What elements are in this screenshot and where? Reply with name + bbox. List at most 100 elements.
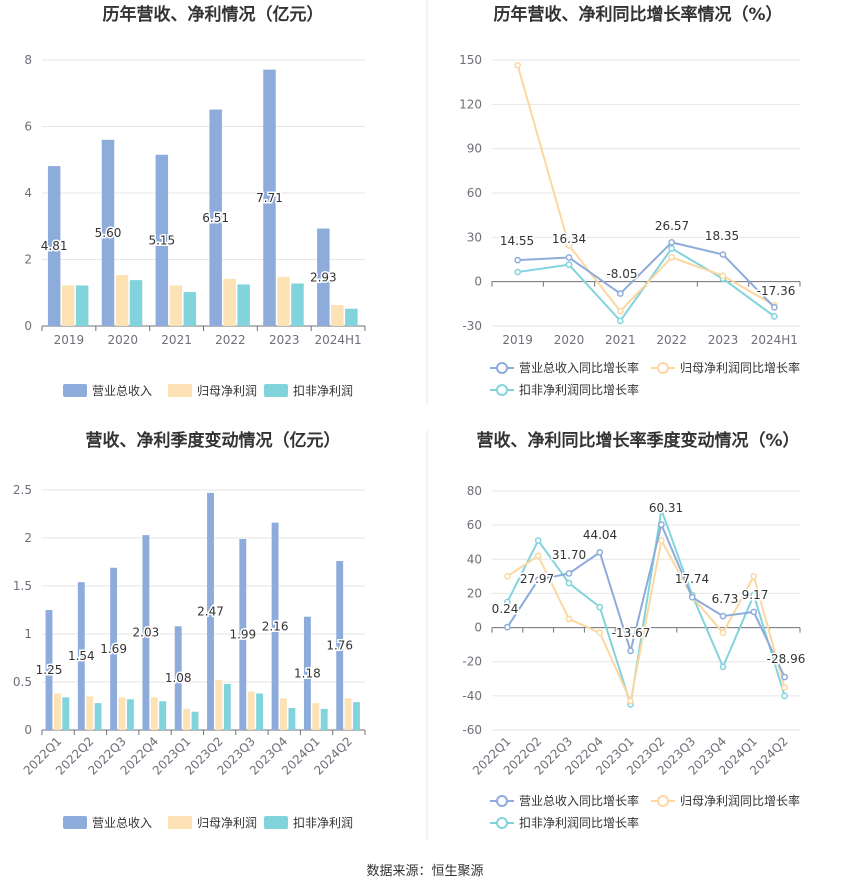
legend-label: 扣非净利润 <box>293 816 353 830</box>
y-tick-label: -20 <box>462 655 482 669</box>
legend-label: 营业总收入同比增长率 <box>519 793 639 808</box>
y-tick-label: 80 <box>467 484 482 498</box>
bar-revenue <box>47 166 61 326</box>
legend-item: 扣非净利润 <box>264 816 353 830</box>
x-tick-label: 2019 <box>54 333 85 347</box>
bar-data-label: 1.18 <box>294 666 321 680</box>
x-tick-label: 2021 <box>605 333 636 347</box>
chart-title: 历年营收、净利情况（亿元） <box>103 4 324 25</box>
line-point <box>616 290 624 297</box>
bar-revenue <box>45 610 53 730</box>
line-point <box>750 608 758 616</box>
legend-label: 扣非净利润同比增长率 <box>519 815 639 830</box>
bar-net-profit <box>215 680 223 730</box>
bar-net-profit <box>183 708 191 730</box>
line-point <box>781 673 788 681</box>
bar-revenue <box>101 139 115 326</box>
x-tick-label: 2022 <box>215 333 246 347</box>
legend-label: 归母净利润 <box>197 816 257 830</box>
x-tick-label: 2024H1 <box>751 333 798 347</box>
bar-revenue <box>303 616 311 730</box>
line-data-label: 9.17 <box>742 588 769 602</box>
x-tick-label: 2021 <box>161 333 192 347</box>
x-tick-label: 2019 <box>502 333 533 347</box>
bar-data-label: 1.08 <box>165 671 192 685</box>
line-point <box>668 253 676 261</box>
y-tick-label: 0.5 <box>13 675 32 689</box>
bar-net-profit <box>115 275 129 326</box>
line-point <box>781 683 788 691</box>
line-point <box>781 692 788 700</box>
bar-revenue <box>142 535 150 730</box>
line-point <box>534 576 542 584</box>
bar-deducted-profit <box>288 707 296 730</box>
line-point <box>534 537 542 544</box>
x-tick-label: 2024H1 <box>314 333 361 347</box>
line-series-1 <box>506 537 786 705</box>
bar-deducted-profit <box>223 683 231 730</box>
legend-label: 营业总收入 <box>92 384 152 398</box>
line-point <box>514 61 522 69</box>
bar-data-label: 5.60 <box>95 226 122 240</box>
y-tick-label: 150 <box>459 53 482 67</box>
bar-deducted-profit <box>183 292 197 326</box>
y-tick-label: 90 <box>467 142 482 156</box>
legend-item: 归母净利润同比增长率 <box>651 793 800 808</box>
y-tick-label: -30 <box>462 319 482 333</box>
line-point <box>750 591 758 599</box>
bar-data-label: 2.03 <box>133 626 160 640</box>
legend-item: 营业总收入 <box>63 384 152 398</box>
chart-quarter-bar: 营收、净利季度变动情况（亿元）00.511.522.52022Q12022Q22… <box>13 430 366 830</box>
y-tick-label: 60 <box>467 518 482 532</box>
bar-revenue <box>110 567 118 730</box>
line-point <box>770 313 778 320</box>
line-series-1 <box>516 64 775 313</box>
y-tick-label: 2 <box>24 531 32 545</box>
line-data-label: 60.31 <box>649 501 683 515</box>
y-tick-label: 60 <box>467 186 482 200</box>
bar-data-label: 6.51 <box>202 211 229 225</box>
bar-data-label: 1.54 <box>68 649 95 663</box>
bar-data-label: 4.81 <box>41 239 68 253</box>
legend-marker <box>496 362 508 374</box>
line-point <box>627 647 634 655</box>
line-point <box>627 697 634 705</box>
chart-annual-line: 历年营收、净利同比增长率情况（%） -30 0 30 60 90 120 150 2019 202… <box>459 4 801 397</box>
legend-marker <box>496 817 508 829</box>
bar-data-label: 1.25 <box>36 663 63 677</box>
legend-label: 归母净利润 <box>197 384 257 398</box>
bar-revenue <box>271 522 279 730</box>
line-data-label: -28.96 <box>767 652 806 666</box>
y-tick-label: 2.5 <box>13 483 32 497</box>
x-tick-label: 2020 <box>554 333 585 347</box>
y-tick-label: 6 <box>24 120 32 134</box>
bar-data-label: 2.93 <box>310 270 337 284</box>
line-point <box>719 272 727 280</box>
bar-net-profit <box>86 696 94 730</box>
y-tick-label: 8 <box>24 53 32 67</box>
line-point <box>658 521 665 528</box>
bar-revenue <box>77 582 85 730</box>
chart-quarter-line: 营收、净利同比增长率季度变动情况（%）-60-40-20020406080202… <box>462 430 806 830</box>
line-series-0 <box>506 521 786 678</box>
line-point <box>596 603 604 611</box>
legend-marker <box>657 795 669 807</box>
bar-data-label: 7.71 <box>256 191 283 205</box>
line-series-2 <box>506 509 786 705</box>
y-tick-label: 0 <box>474 621 482 635</box>
legend-item: 营业总收入同比增长率 <box>490 793 639 808</box>
line-point <box>565 570 573 577</box>
bar-data-label: 2.47 <box>197 604 224 618</box>
line-point <box>658 506 665 514</box>
line-point <box>688 593 696 601</box>
y-tick-label: 40 <box>467 552 482 566</box>
bar-net-profit <box>277 276 290 326</box>
legend-swatch <box>264 816 288 829</box>
x-tick-label: 2023 <box>269 333 300 347</box>
bar-deducted-profit <box>75 285 89 326</box>
line-point <box>719 663 727 671</box>
bar-revenue <box>155 154 169 326</box>
line-data-label: 18.35 <box>705 229 739 243</box>
legend-label: 归母净利润同比增长率 <box>680 360 800 375</box>
line-point <box>596 629 604 637</box>
